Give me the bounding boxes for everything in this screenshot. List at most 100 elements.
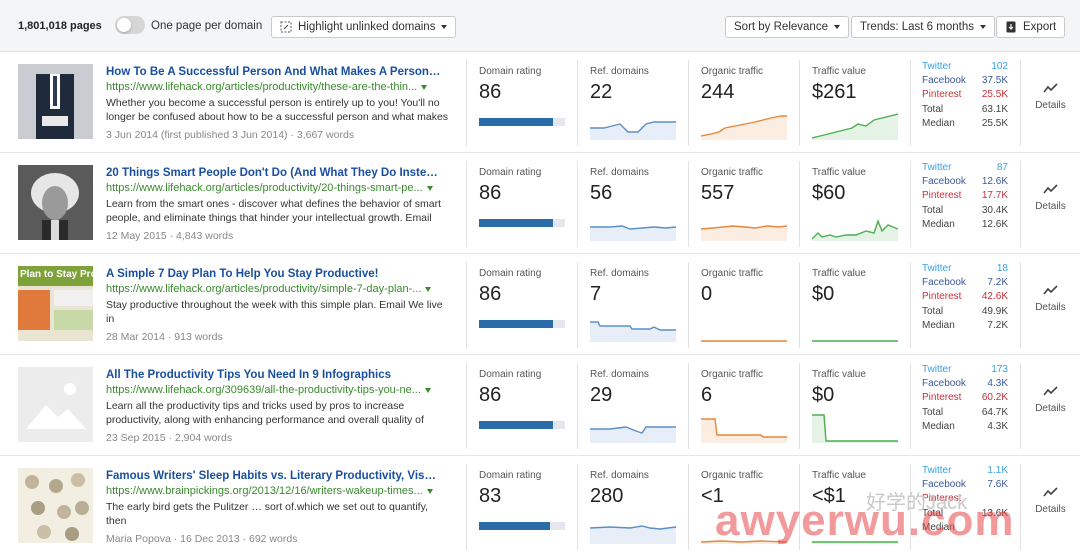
domain-rating-cell: Domain rating 86: [466, 363, 576, 449]
social-cell: [910, 60, 1020, 146]
organic-sparkline-area: [701, 419, 787, 443]
details-button[interactable]: Details: [1020, 363, 1080, 449]
organic-traffic-value[interactable]: 244: [701, 81, 735, 103]
twitter-count[interactable]: 18: [996, 263, 1008, 274]
url-dropdown-icon[interactable]: [426, 488, 433, 494]
result-url[interactable]: https://www.brainpickings.org/2013/12/16…: [106, 485, 441, 497]
twitter-count[interactable]: 87: [996, 162, 1008, 173]
ref-domains-value[interactable]: 22: [590, 81, 613, 103]
details-button[interactable]: Details: [1020, 161, 1080, 247]
domain-rating-cell: Domain rating 83: [466, 464, 576, 550]
result-title[interactable]: Famous Writers' Sleep Habits vs. Literar…: [106, 470, 441, 482]
result-url-text[interactable]: https://www.lifehack.org/articles/produc…: [106, 81, 418, 93]
ref-domains-cell[interactable]: Ref. domains 280: [577, 464, 687, 550]
organic-traffic-value[interactable]: 0: [701, 283, 713, 305]
result-title[interactable]: 20 Things Smart People Don't Do (And Wha…: [106, 167, 441, 179]
sort-dropdown[interactable]: Sort by Relevance: [725, 16, 849, 38]
ref-domains-label: Ref. domains: [590, 66, 649, 77]
result-url-text[interactable]: https://www.lifehack.org/articles/produc…: [106, 283, 422, 295]
result-title[interactable]: All The Productivity Tips You Need In 9 …: [106, 369, 391, 381]
ref-domains-value[interactable]: 56: [590, 182, 613, 204]
ref-domains-cell[interactable]: Ref. domains 56: [577, 161, 687, 247]
result-url-text[interactable]: https://www.brainpickings.org/2013/12/16…: [106, 485, 423, 497]
thumbnail[interactable]: [18, 64, 93, 139]
organic-traffic-value[interactable]: 557: [701, 182, 735, 204]
traffic-value-sparkline: [812, 340, 898, 342]
twitter-count[interactable]: 173: [991, 364, 1008, 375]
organic-traffic-cell[interactable]: Organic traffic 244: [688, 60, 798, 146]
twitter-count[interactable]: 102: [991, 61, 1008, 72]
organic-traffic-cell[interactable]: Organic traffic <1: [688, 464, 798, 550]
value-sparkline-area: [812, 114, 898, 140]
total-label: Total: [922, 103, 944, 115]
result-url-text[interactable]: https://www.lifehack.org/309639/all-the-…: [106, 384, 421, 396]
result-snippet: The early bird gets the Pulitzer … sort …: [106, 500, 451, 528]
einstein-portrait-image: [18, 165, 93, 240]
export-label: Export: [1023, 21, 1057, 33]
facebook-label: Facebook: [922, 277, 966, 289]
result-url[interactable]: https://www.lifehack.org/articles/produc…: [106, 182, 441, 194]
pinterest-row: Pinterest 60.2K: [922, 391, 1008, 405]
thumbnail[interactable]: [18, 165, 93, 240]
details-button[interactable]: Details: [1020, 262, 1080, 348]
total-row: Total 49.9K: [922, 305, 1008, 319]
ref-domains-value[interactable]: 280: [590, 485, 624, 507]
details-button[interactable]: Details: [1020, 60, 1080, 146]
result-title[interactable]: A Simple 7 Day Plan To Help You Stay Pro…: [106, 268, 379, 280]
result-row: All The Productivity Tips You Need In 9 …: [0, 355, 1080, 456]
thumbnail[interactable]: [18, 367, 93, 442]
ref-domains-cell[interactable]: Ref. domains 7: [577, 262, 687, 348]
organic-traffic-sparkline: [701, 540, 787, 544]
traffic-value-value: $261: [812, 81, 857, 103]
domain-rating-bar: [479, 522, 565, 530]
highlight-unlinked-button[interactable]: Highlight unlinked domains: [271, 16, 457, 38]
facebook-row: Facebook 12.6K: [922, 175, 1008, 189]
organic-traffic-cell[interactable]: Organic traffic 6: [688, 363, 798, 449]
url-dropdown-icon[interactable]: [425, 286, 432, 292]
details-label: Details: [1035, 403, 1066, 414]
one-page-per-domain-label: One page per domain: [151, 20, 263, 32]
organic-sparkline-line: [701, 115, 787, 137]
url-dropdown-icon[interactable]: [426, 185, 433, 191]
chevron-down-icon: [441, 25, 448, 29]
export-button[interactable]: Export: [996, 16, 1066, 38]
result-title[interactable]: How To Be A Successful Person And What M…: [106, 66, 441, 78]
snippet-line-1: Learn from the smart ones - discover wha…: [106, 198, 441, 210]
twitter-count[interactable]: 1.1K: [987, 465, 1008, 476]
organic-traffic-cell[interactable]: Organic traffic 0: [688, 262, 798, 348]
organic-traffic-value[interactable]: <1: [701, 485, 724, 507]
result-url[interactable]: https://www.lifehack.org/309639/all-the-…: [106, 384, 441, 396]
ref-domains-cell[interactable]: Ref. domains 29: [577, 363, 687, 449]
pinterest-label: Pinterest: [922, 291, 962, 303]
organic-traffic-cell[interactable]: Organic traffic 557: [688, 161, 798, 247]
median-count: 4.3K: [987, 420, 1008, 432]
one-page-per-domain-toggle[interactable]: [115, 16, 145, 34]
facebook-row: Facebook 7.2K: [922, 276, 1008, 290]
twitter-row: Twitter 102: [922, 60, 1008, 74]
details-button[interactable]: Details: [1020, 464, 1080, 550]
pinterest-count: 60.2K: [981, 392, 1008, 404]
organic-traffic-value[interactable]: 6: [701, 384, 713, 406]
ref-domains-value[interactable]: 7: [590, 283, 602, 305]
trends-dropdown[interactable]: Trends: Last 6 months: [851, 16, 995, 38]
social-shares: Twitter 18 Facebook 7.2K Pinterest 42.6K To…: [922, 262, 1008, 333]
ref-domains-cell[interactable]: Ref. domains 22: [577, 60, 687, 146]
ref-domains-label: Ref. domains: [590, 470, 649, 481]
thumbnail[interactable]: [18, 468, 93, 543]
result-url-text[interactable]: https://www.lifehack.org/articles/produc…: [106, 182, 423, 194]
domain-rating-value: 86: [479, 384, 502, 406]
details-label: Details: [1035, 100, 1066, 111]
snippet-line-1: The early bird gets the Pulitzer … sort …: [106, 501, 428, 527]
value-sparkline-line: [812, 218, 898, 240]
result-url[interactable]: https://www.lifehack.org/articles/produc…: [106, 283, 441, 295]
trend-chart-icon: [1042, 285, 1058, 295]
details-label: Details: [1035, 302, 1066, 313]
url-dropdown-icon[interactable]: [424, 387, 431, 393]
ref-domains-value[interactable]: 29: [590, 384, 613, 406]
thumbnail[interactable]: Plan to Stay Pro: [18, 266, 93, 341]
twitter-row: Twitter 87: [922, 161, 1008, 175]
organic-traffic-sparkline: [701, 340, 787, 342]
url-dropdown-icon[interactable]: [421, 84, 428, 90]
result-url[interactable]: https://www.lifehack.org/articles/produc…: [106, 81, 441, 93]
social-cell: [910, 262, 1020, 348]
